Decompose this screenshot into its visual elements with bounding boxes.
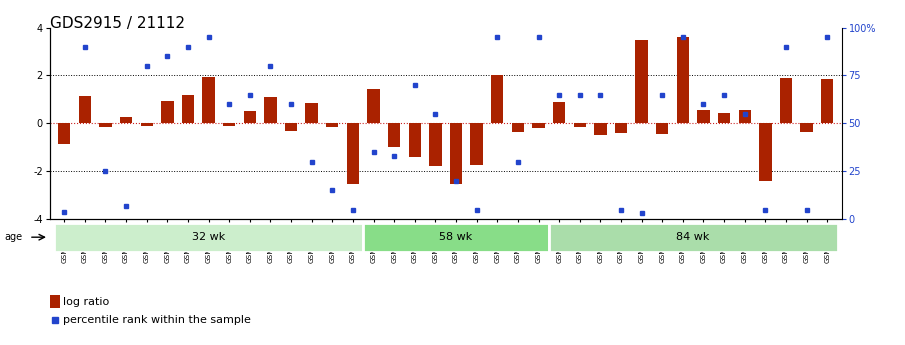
Bar bbox=[450, 123, 462, 184]
Bar bbox=[243, 111, 256, 123]
Bar bbox=[367, 89, 380, 123]
Bar bbox=[656, 123, 669, 134]
Bar bbox=[58, 123, 71, 144]
Bar bbox=[54, 223, 363, 252]
Text: age: age bbox=[5, 232, 23, 242]
Bar bbox=[347, 123, 359, 184]
Text: 58 wk: 58 wk bbox=[440, 232, 472, 242]
Bar bbox=[677, 37, 689, 123]
Bar bbox=[532, 123, 545, 128]
Bar bbox=[306, 103, 318, 123]
Bar bbox=[718, 112, 730, 123]
Bar bbox=[363, 223, 548, 252]
Bar bbox=[780, 78, 792, 123]
Bar bbox=[119, 117, 132, 123]
Bar bbox=[50, 295, 60, 308]
Bar bbox=[759, 123, 772, 181]
Bar bbox=[821, 79, 834, 123]
Bar bbox=[800, 123, 813, 132]
Bar bbox=[182, 95, 195, 123]
Bar bbox=[614, 123, 627, 133]
Text: log ratio: log ratio bbox=[63, 297, 110, 307]
Bar bbox=[738, 110, 751, 123]
Bar bbox=[100, 123, 111, 127]
Bar bbox=[408, 123, 421, 157]
Bar bbox=[203, 77, 214, 123]
Bar bbox=[491, 76, 503, 123]
Bar bbox=[388, 123, 400, 147]
Bar bbox=[697, 110, 710, 123]
Bar bbox=[326, 123, 338, 127]
Bar bbox=[223, 123, 235, 126]
Text: percentile rank within the sample: percentile rank within the sample bbox=[63, 315, 252, 325]
Bar bbox=[285, 123, 297, 130]
Bar bbox=[161, 101, 174, 123]
Text: 84 wk: 84 wk bbox=[676, 232, 710, 242]
Bar bbox=[595, 123, 606, 135]
Bar bbox=[553, 102, 566, 123]
Bar bbox=[635, 40, 648, 123]
Bar bbox=[574, 123, 586, 127]
Bar bbox=[511, 123, 524, 132]
Text: 32 wk: 32 wk bbox=[192, 232, 225, 242]
Bar bbox=[429, 123, 442, 166]
Bar bbox=[79, 96, 91, 123]
Bar bbox=[548, 223, 837, 252]
Bar bbox=[471, 123, 483, 165]
Bar bbox=[264, 97, 277, 123]
Bar bbox=[140, 123, 153, 126]
Text: GDS2915 / 21112: GDS2915 / 21112 bbox=[50, 16, 185, 30]
